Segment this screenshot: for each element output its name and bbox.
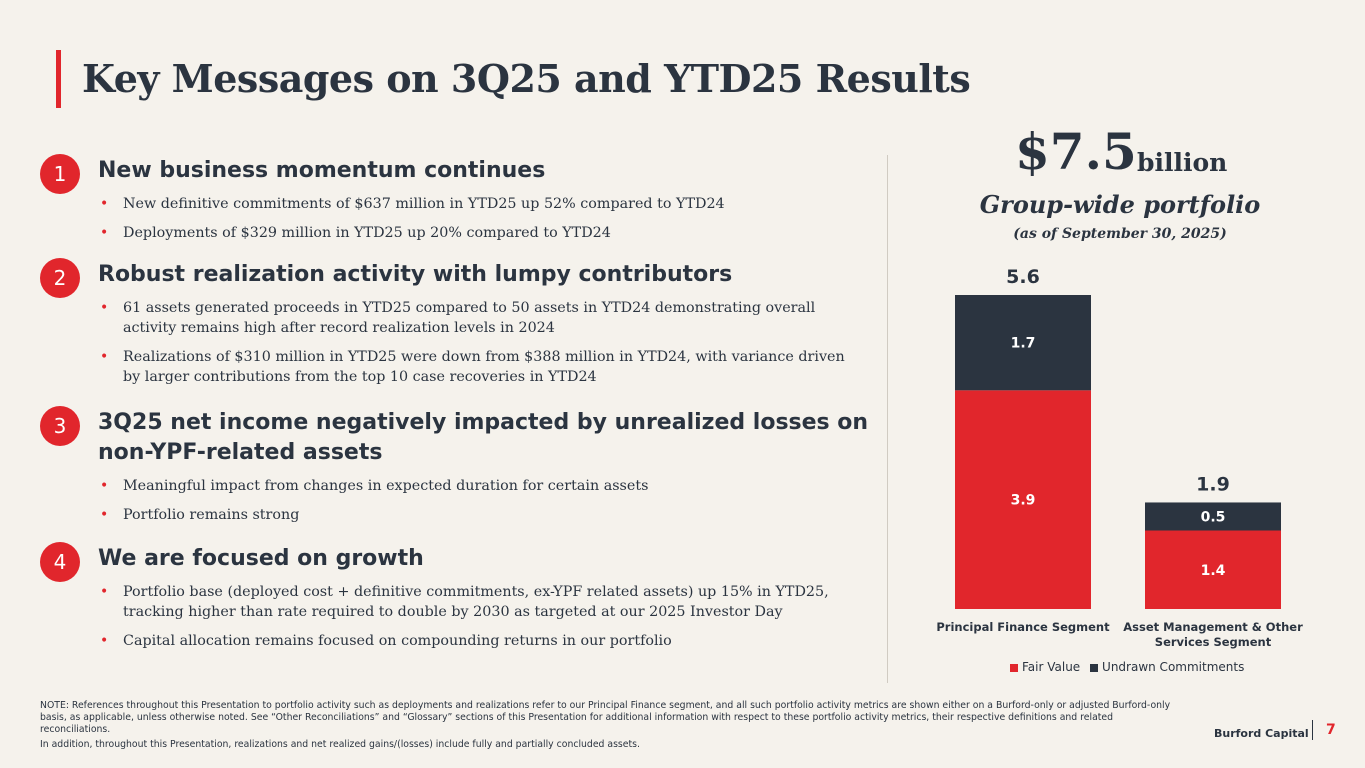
- bar-segment-fair-value: [1145, 530, 1281, 609]
- legend-label: Undrawn Commitments: [1102, 660, 1245, 674]
- footer-separator: [1312, 720, 1313, 740]
- message-heading: 3Q25 net income negatively impacted by u…: [98, 410, 869, 465]
- legend-item-fair-value: Fair Value: [1010, 660, 1080, 674]
- title-accent-bar: [56, 50, 61, 108]
- chart-legend: Fair Value Undrawn Commitments: [1010, 660, 1250, 674]
- portfolio-value: $7.5: [1015, 122, 1137, 181]
- bullet-item: Realizations of $310 million in YTD25 we…: [98, 347, 858, 387]
- bullet-item: New definitive commitments of $637 milli…: [98, 194, 858, 214]
- bar-total-label: 1.9: [1196, 473, 1230, 495]
- legend-label: Fair Value: [1022, 660, 1081, 674]
- bullet-item: Meaningful impact from changes in expect…: [98, 476, 858, 496]
- message-heading: New business momentum continues: [98, 158, 546, 183]
- category-tick-label: Principal Finance Segment: [936, 620, 1110, 634]
- legend-swatch: [1010, 663, 1018, 672]
- bullet-item: Deployments of $329 million in YTD25 up …: [98, 223, 858, 243]
- message-bullets: Portfolio base (deployed cost + definiti…: [98, 582, 858, 660]
- bullet-item: Portfolio base (deployed cost + definiti…: [98, 582, 858, 622]
- page-title: Key Messages on 3Q25 and YTD25 Results: [82, 56, 971, 101]
- bullet-item: 61 assets generated proceeds in YTD25 co…: [98, 298, 858, 338]
- bullet-item: Portfolio remains strong: [98, 505, 858, 525]
- bar-segment-label: 1.7: [1011, 336, 1036, 352]
- portfolio-unit: billion: [1137, 148, 1228, 177]
- message-heading: We are focused on growth: [98, 546, 424, 571]
- bar-segment-undrawn-commitments: [1145, 502, 1281, 531]
- category-tick-label: Services Segment: [1155, 635, 1272, 649]
- footnote-paragraph: In addition, throughout this Presentatio…: [40, 739, 640, 750]
- footnote-paragraph: NOTE: References throughout this Present…: [40, 700, 1171, 735]
- legend-item-undrawn: Undrawn Commitments: [1090, 660, 1244, 674]
- message-number-badge: 1: [40, 154, 80, 194]
- message-bullets: New definitive commitments of $637 milli…: [98, 194, 858, 252]
- message-bullets: 61 assets generated proceeds in YTD25 co…: [98, 298, 858, 396]
- bar-segment-undrawn-commitments: [955, 295, 1091, 391]
- column-divider: [887, 155, 888, 683]
- legend-swatch: [1090, 663, 1099, 672]
- bullet-item: Capital allocation remains focused on co…: [98, 631, 858, 651]
- message-heading: Robust realization activity with lumpy c…: [98, 262, 733, 287]
- message-bullets: Meaningful impact from changes in expect…: [98, 476, 858, 534]
- bar-segment-label: 3.9: [1011, 493, 1036, 509]
- page-number: 7: [1326, 722, 1336, 738]
- bar-total-label: 5.6: [1006, 266, 1040, 288]
- portfolio-label: Group-wide portfolio: [979, 190, 1261, 219]
- message-number-badge: 2: [40, 258, 80, 298]
- category-tick-label: Asset Management & Other: [1123, 620, 1303, 634]
- portfolio-date: (as of September 30, 2025): [1013, 226, 1227, 242]
- bar-segment-label: 1.4: [1201, 563, 1226, 579]
- message-number-badge: 4: [40, 542, 80, 582]
- footnote: NOTE: References throughout this Present…: [40, 700, 1180, 754]
- bar-segment-fair-value: [955, 390, 1091, 609]
- footer-brand: Burford Capital: [1214, 727, 1309, 740]
- bar-segment-label: 0.5: [1201, 509, 1226, 525]
- message-number-badge: 3: [40, 406, 80, 446]
